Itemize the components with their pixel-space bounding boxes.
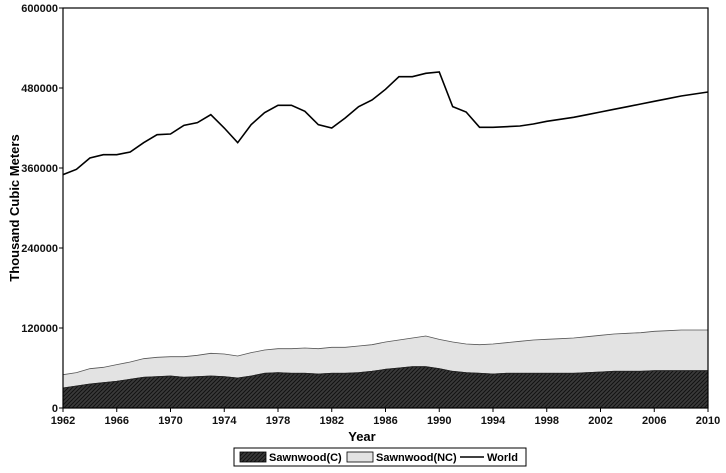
plot-area bbox=[62, 71, 709, 409]
legend-label-world: World bbox=[487, 452, 518, 464]
x-tick-label: 1974 bbox=[212, 415, 237, 427]
y-tick-label: 0 bbox=[52, 403, 58, 415]
x-tick-label: 1978 bbox=[266, 415, 290, 427]
x-tick-label: 1994 bbox=[481, 415, 506, 427]
legend-label-sawnwood-nc: Sawnwood(NC) bbox=[376, 452, 457, 464]
legend-swatch-sawnwood-nc bbox=[346, 451, 374, 463]
y-axis: 0 120000 240000 360000 480000 600000 bbox=[21, 3, 63, 415]
x-tick-label: 2006 bbox=[642, 415, 666, 427]
legend-box bbox=[233, 447, 527, 467]
legend-swatch-sawnwood-c bbox=[239, 451, 267, 463]
x-tick-label: 1982 bbox=[320, 415, 344, 427]
x-tick-label: 2010 bbox=[696, 415, 720, 427]
x-tick-label: 1998 bbox=[535, 415, 559, 427]
x-tick-label: 1990 bbox=[427, 415, 451, 427]
y-tick-label: 600000 bbox=[21, 3, 58, 15]
y-tick-label: 480000 bbox=[21, 83, 58, 95]
world-line bbox=[62, 71, 709, 176]
x-tick-label: 1966 bbox=[105, 415, 129, 427]
legend: Sawnwood(C) Sawnwood(NC) World bbox=[233, 447, 527, 467]
x-tick-label: 1962 bbox=[51, 415, 75, 427]
x-axis-title: Year bbox=[348, 429, 375, 444]
y-tick-label: 120000 bbox=[21, 323, 58, 335]
y-axis-title: Thousand Cubic Meters bbox=[7, 134, 22, 281]
x-tick-label: 2002 bbox=[588, 415, 612, 427]
y-tick-label: 360000 bbox=[21, 163, 58, 175]
y-tick-label: 240000 bbox=[21, 243, 58, 255]
x-tick-label: 1986 bbox=[373, 415, 397, 427]
x-tick-label: 1970 bbox=[158, 415, 182, 427]
x-axis: 1962 1966 1970 1974 1978 1982 1986 1990 1994 1998… bbox=[51, 408, 720, 427]
legend-label-sawnwood-c: Sawnwood(C) bbox=[269, 452, 342, 464]
sawnwood-c-area bbox=[62, 366, 709, 409]
